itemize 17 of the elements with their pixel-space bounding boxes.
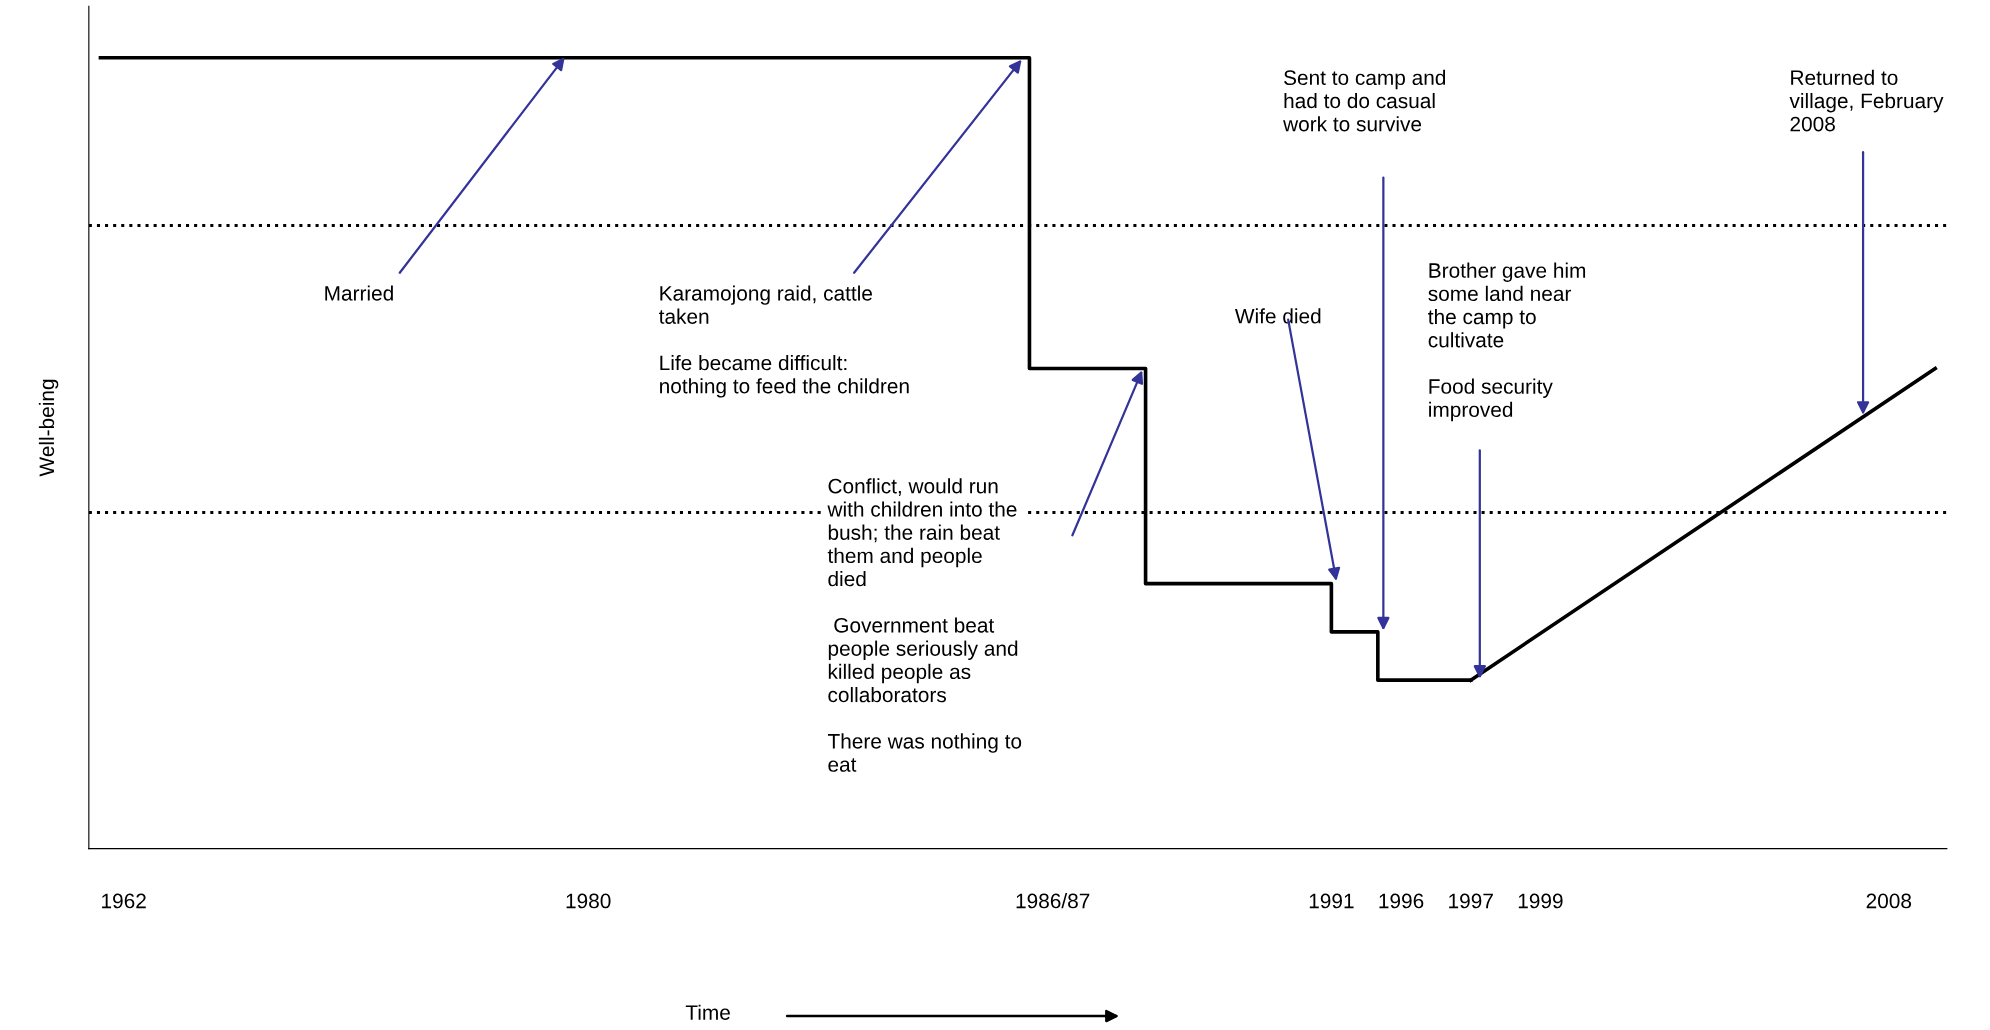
x-tick-label: 1997 (1449, 893, 1493, 909)
x-tick-label: 1999 (1518, 893, 1563, 909)
y-axis-title: Well-being (38, 379, 59, 477)
annotation: Sent to camp and had to do casual work to survive (1283, 69, 1446, 132)
x-tick-label: 1996 (1379, 893, 1424, 909)
text: Brother gave him some land near the camp to cultivate Food security improved (1428, 262, 1586, 422)
x-tick-label: 1986/87 (1016, 893, 1090, 909)
text: Time (685, 1004, 730, 1020)
x-tick-label: 1991 (1309, 893, 1354, 909)
annotation: Married (325, 285, 393, 301)
text: Karamojong raid, cattle taken Life became difficult: nothing to feed the children (659, 285, 909, 398)
text: Conflict, would run with children into the bush; the rain beat them and people died Government beat people seriously and killed people as collaborators There was nothing to eat (827, 478, 1022, 772)
x-tick-label: 2008 (1866, 893, 1912, 909)
annotation: Returned to village, February 2008 (1789, 69, 1944, 132)
x-tick-label: 1980 (566, 893, 611, 909)
x-tick-label: 1962 (102, 893, 146, 909)
annotation: Wife died (1234, 308, 1321, 324)
